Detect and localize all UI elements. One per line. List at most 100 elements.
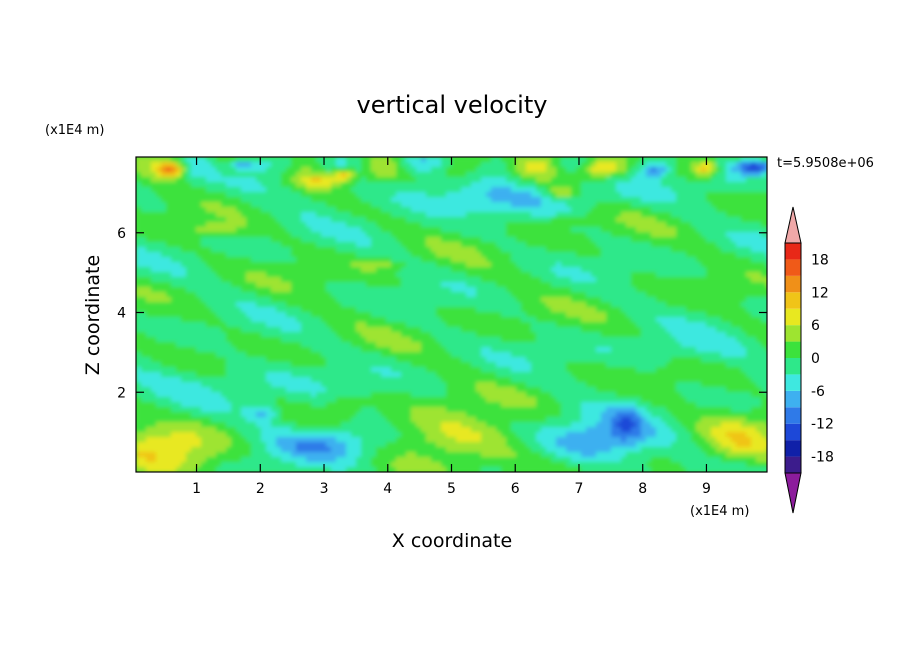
field-cell [756,202,762,208]
field-cell [406,182,412,188]
field-cell [206,302,212,308]
field-cell [711,327,717,333]
field-cell [711,232,717,238]
field-cell [141,317,147,323]
field-cell [531,267,537,273]
field-cell [756,327,762,333]
field-cell [711,172,717,178]
field-cell [581,342,587,348]
field-cell [281,312,287,318]
field-cell [346,252,352,258]
field-cell [506,267,512,273]
field-cell [421,342,427,348]
field-cell [326,267,332,273]
field-cell [211,327,217,333]
field-cell [656,302,662,308]
field-cell [206,347,212,353]
field-cell [321,277,327,283]
field-cell [196,282,202,288]
field-cell [386,247,392,253]
field-cell [631,202,637,208]
field-cell [686,252,692,258]
field-cell [176,222,182,228]
field-cell [721,337,727,343]
field-cell [606,272,612,278]
field-cell [176,307,182,313]
field-cell [171,157,177,163]
field-cell [661,337,667,343]
field-cell [566,262,572,268]
field-cell [251,292,257,298]
field-cell [341,217,347,223]
field-cell [656,197,662,203]
field-cell [341,167,347,173]
field-cell [396,317,402,323]
field-cell [651,277,657,283]
field-cell [656,312,662,318]
field-cell [451,157,457,163]
field-cell [391,172,397,178]
field-cell [146,157,152,163]
field-cell [331,292,337,298]
field-cell [466,162,472,168]
field-cell [236,247,242,253]
field-cell [726,162,732,168]
field-cell [736,342,742,348]
field-cell [431,197,437,203]
field-cell [386,252,392,258]
field-cell [691,177,697,183]
field-cell [751,167,757,173]
field-cell [676,237,682,243]
field-cell [626,282,632,288]
field-cell [166,207,172,213]
field-cell [236,282,242,288]
field-cell [386,287,392,293]
field-cell [526,232,532,238]
field-cell [161,192,167,198]
field-cell [296,277,302,283]
field-cell [486,257,492,263]
field-cell [641,222,647,228]
field-cell [656,242,662,248]
field-cell [201,257,207,263]
field-cell [301,202,307,208]
field-cell [371,257,377,263]
field-cell [576,207,582,213]
field-cell [316,167,322,173]
field-cell [176,172,182,178]
field-cell [591,267,597,273]
field-cell [261,202,267,208]
field-cell [456,267,462,273]
field-cell [711,297,717,303]
field-cell [146,207,152,213]
field-cell [166,222,172,228]
field-cell [761,257,767,263]
field-cell [461,347,467,353]
field-cell [421,217,427,223]
field-cell [256,232,262,238]
field-cell [386,217,392,223]
field-cell [466,347,472,353]
field-cell [266,352,272,358]
field-cell [556,337,562,343]
field-cell [741,237,747,243]
field-cell [281,247,287,253]
field-cell [661,262,667,268]
field-cell [181,257,187,263]
field-cell [416,247,422,253]
field-cell [251,202,257,208]
field-cell [561,257,567,263]
field-cell [141,352,147,358]
field-cell [541,267,547,273]
field-cell [571,157,577,163]
field-cell [761,272,767,278]
field-cell [386,237,392,243]
field-cell [701,292,707,298]
field-cell [481,207,487,213]
field-cell [756,337,762,343]
field-cell [531,257,537,263]
field-cell [511,157,517,163]
field-cell [151,292,157,298]
field-cell [201,322,207,328]
field-cell [576,342,582,348]
